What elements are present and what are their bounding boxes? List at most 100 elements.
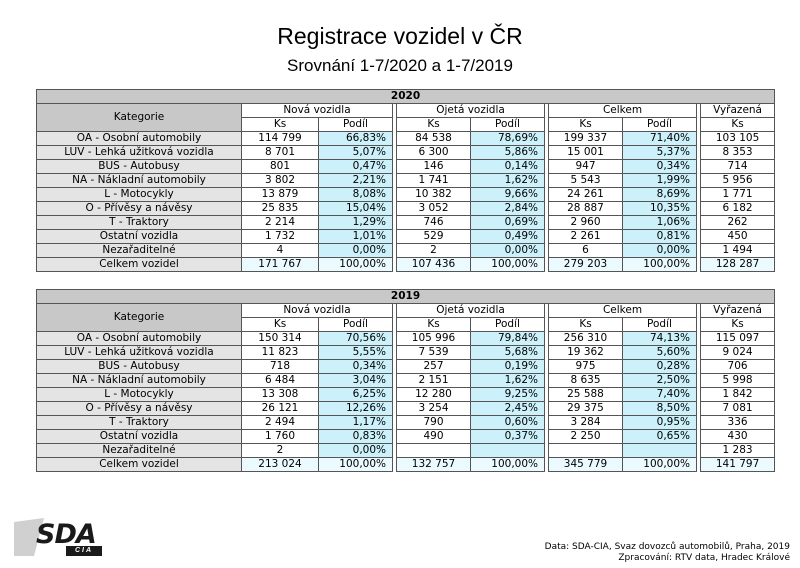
total-share-cell: 100,00% (622, 257, 697, 272)
new-ks-cell: 6 484 (241, 373, 319, 388)
new-ks-cell: 3 802 (241, 173, 319, 188)
used-share-cell: 0,60% (470, 415, 545, 430)
used-share-cell: 0,69% (470, 215, 545, 230)
total-ks-cell: 24 261 (548, 187, 623, 202)
new-ks-cell: 801 (241, 159, 319, 174)
used-ks-cell: 2 151 (396, 373, 471, 388)
source-line-processing: Zpracování: RTV data, Hradec Králové (618, 553, 790, 563)
category-cell: O - Přívěsy a návěsy (36, 401, 242, 416)
new-ks-cell: 718 (241, 359, 319, 374)
total-header: Celkem (548, 103, 697, 118)
total-ks-cell: 6 (548, 243, 623, 258)
total-share-cell: 0,34% (622, 159, 697, 174)
scrapped-ks-cell: 1 771 (699, 187, 776, 202)
total-share-cell: 5,60% (622, 345, 697, 360)
new-share-cell: 1,17% (318, 415, 393, 430)
total-share-cell: 10,35% (622, 201, 697, 216)
used-ks-cell: 107 436 (396, 257, 471, 272)
page-subtitle: Srovnání 1-7/2020 a 1-7/2019 (287, 56, 513, 75)
category-cell: Nezařaditelné (36, 243, 242, 258)
used-vehicles-header: Ojetá vozidla (396, 303, 545, 318)
total-header: Celkem (548, 303, 697, 318)
sda-cia-logo: SDA CIA (14, 518, 114, 558)
category-cell: LUV - Lehká užitková vozidla (36, 345, 242, 360)
category-cell: O - Přívěsy a návěsy (36, 201, 242, 216)
total-share-cell: 0,95% (622, 415, 697, 430)
used-share-header: Podíl (470, 317, 545, 332)
new-share-cell: 5,55% (318, 345, 393, 360)
new-ks-cell: 8 701 (241, 145, 319, 160)
new-vehicles-header: Nová vozidla (241, 103, 393, 118)
total-share-cell: 2,50% (622, 373, 697, 388)
scrapped-ks-cell: 1 494 (699, 243, 776, 258)
used-share-cell: 2,45% (470, 401, 545, 416)
new-share-cell: 0,47% (318, 159, 393, 174)
new-ks-cell: 1 760 (241, 429, 319, 444)
total-ks-header: Ks (548, 117, 623, 132)
table-row: NA - Nákladní automobily 6 484 3,04% 2 151 1… (36, 373, 776, 388)
used-vehicles-header: Ojetá vozidla (396, 103, 545, 118)
total-ks-cell: 279 203 (548, 257, 623, 272)
used-ks-cell: 146 (396, 159, 471, 174)
used-ks-cell: 3 052 (396, 201, 471, 216)
total-share-cell: 74,13% (622, 331, 697, 346)
new-ks-header: Ks (241, 317, 319, 332)
group-header-row: Kategorie Nová vozidla Ojetá vozidla Celkem… (36, 303, 776, 332)
scrapped-ks-cell: 5 956 (699, 173, 776, 188)
total-share-cell: 8,69% (622, 187, 697, 202)
new-share-header: Podíl (318, 117, 393, 132)
total-ks-cell: 2 960 (548, 215, 623, 230)
new-vehicles-header: Nová vozidla (241, 303, 393, 318)
category-cell: Celkem vozidel (36, 457, 242, 472)
scrapped-ks-cell: 6 182 (699, 201, 776, 216)
used-share-cell: 5,68% (470, 345, 545, 360)
used-ks-cell: 132 757 (396, 457, 471, 472)
used-share-cell: 2,84% (470, 201, 545, 216)
table-row: O - Přívěsy a návěsy 25 835 15,04% 3 052 2,8… (36, 201, 776, 216)
scrapped-ks-cell: 128 287 (699, 257, 776, 272)
category-cell: OA - Osobní automobily (36, 131, 242, 146)
new-ks-cell: 4 (241, 243, 319, 258)
new-share-cell: 70,56% (318, 331, 393, 346)
total-ks-cell: 199 337 (548, 131, 623, 146)
category-cell: OA - Osobní automobily (36, 331, 242, 346)
scrapped-ks-cell: 9 024 (699, 345, 776, 360)
source-line-data: Data: SDA-CIA, Svaz dovozců automobilů, … (544, 542, 790, 552)
total-ks-cell: 5 543 (548, 173, 623, 188)
new-share-cell: 1,29% (318, 215, 393, 230)
new-ks-cell: 1 732 (241, 229, 319, 244)
total-ks-cell: 19 362 (548, 345, 623, 360)
used-share-cell: 0,19% (470, 359, 545, 374)
scrapped-ks-cell: 103 105 (699, 131, 776, 146)
new-ks-header: Ks (241, 117, 319, 132)
scrapped-ks-header: Ks (699, 317, 776, 332)
table-row: OA - Osobní automobily 114 799 66,83% 84 53… (36, 131, 776, 146)
used-ks-cell: 2 (396, 243, 471, 258)
total-row: Celkem vozidel 213 024 100,00% 132 757 100,0… (36, 457, 776, 472)
used-share-cell: 0,37% (470, 429, 545, 444)
total-ks-cell: 15 001 (548, 145, 623, 160)
used-share-cell: 5,86% (470, 145, 545, 160)
new-share-cell: 100,00% (318, 257, 393, 272)
category-header: Kategorie (36, 303, 242, 332)
used-share-header: Podíl (470, 117, 545, 132)
used-share-cell: 0,14% (470, 159, 545, 174)
total-share-cell: 71,40% (622, 131, 697, 146)
category-cell: LUV - Lehká užitková vozidla (36, 145, 242, 160)
category-cell: L - Motocykly (36, 387, 242, 402)
category-header: Kategorie (36, 103, 242, 132)
table-row: BUS - Autobusy 801 0,47% 146 0,14% 947 0,34% 71… (36, 159, 776, 174)
table-row: T - Traktory 2 214 1,29% 746 0,69% 2 960 1,06%… (36, 215, 776, 230)
year-label: 2020 (35, 89, 776, 104)
year-row: 2020 (35, 89, 776, 104)
used-ks-cell: 790 (396, 415, 471, 430)
category-cell: Celkem vozidel (36, 257, 242, 272)
new-ks-cell: 213 024 (241, 457, 319, 472)
scrapped-ks-cell: 7 081 (699, 401, 776, 416)
total-share-cell: 7,40% (622, 387, 697, 402)
total-ks-cell: 345 779 (548, 457, 623, 472)
new-ks-cell: 171 767 (241, 257, 319, 272)
group-header-row: Kategorie Nová vozidla Ojetá vozidla Celkem… (36, 103, 776, 132)
used-ks-cell: 84 538 (396, 131, 471, 146)
category-cell: L - Motocykly (36, 187, 242, 202)
